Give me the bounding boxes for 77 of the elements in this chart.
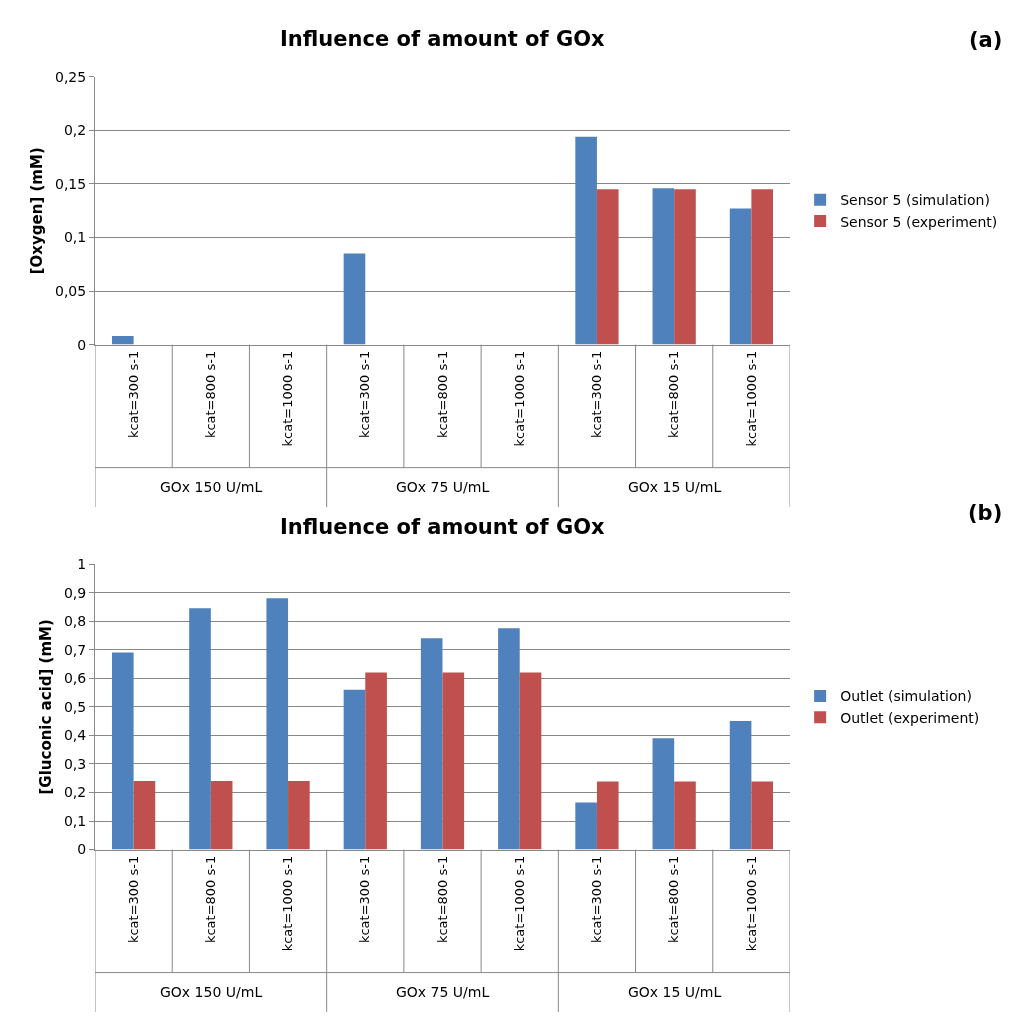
y-tick-label: 0 [77, 841, 87, 858]
y-tick-label: 0,9 [63, 584, 87, 601]
x-tick-label: kcat=800 s-1 [203, 855, 219, 944]
text: GOx 75 U/mL [396, 984, 490, 1000]
y-tick-label: 0,2 [63, 122, 87, 139]
x-tick-label: kcat=800 s-1 [666, 855, 682, 944]
bar [652, 738, 675, 850]
y-tick-label: 0,5 [63, 698, 87, 715]
x-tick-label: kcat=800 s-1 [666, 350, 682, 439]
y-tick-label: 0,1 [63, 229, 87, 246]
x-tick-label: kcat=1000 s-1 [511, 350, 527, 447]
y-tick-label: 0,05 [55, 282, 87, 299]
text: GOx 150 U/mL [160, 479, 263, 495]
bar [288, 781, 310, 850]
legend-label: Sensor 5 (simulation) [840, 192, 990, 209]
y-axis-title: [Gluconic acid] (mM) [37, 619, 56, 795]
y-tick-label: 0,6 [63, 670, 87, 687]
bar [343, 689, 366, 850]
bar [575, 136, 597, 345]
bar [420, 638, 443, 850]
x-tick-label: kcat=800 s-1 [434, 350, 450, 439]
bar [343, 253, 366, 345]
bar [729, 721, 752, 850]
text: (a) [969, 28, 1003, 52]
y-tick-label: 0,15 [55, 175, 87, 192]
chart-title: Influence of amount of GOx [280, 27, 606, 51]
y-axis-title: [Oxygen] (mM) [28, 147, 47, 275]
legend-label: Outlet (simulation) [840, 688, 972, 705]
bar [652, 188, 675, 345]
chart-title: Influence of amount of GOx [280, 515, 606, 539]
x-tick-label: kcat=300 s-1 [125, 855, 141, 944]
x-tick-label: kcat=300 s-1 [125, 350, 141, 439]
bar [111, 652, 134, 850]
bar [365, 672, 387, 850]
y-tick-label: 0,8 [63, 613, 87, 630]
bar [210, 781, 233, 850]
bar [266, 598, 289, 850]
y-tick-label: 0,25 [55, 68, 87, 85]
text: (b) [968, 501, 1003, 525]
x-tick-label: kcat=300 s-1 [357, 855, 373, 944]
text: GOx 150 U/mL [160, 984, 263, 1000]
x-tick-label: kcat=300 s-1 [357, 350, 373, 439]
x-tick-label: kcat=1000 s-1 [280, 855, 296, 952]
x-tick-label: kcat=1000 s-1 [743, 350, 759, 447]
legend-label: Outlet (experiment) [840, 709, 980, 726]
y-tick-label: 0 [77, 336, 87, 353]
bar [133, 781, 156, 850]
x-tick-label: kcat=300 s-1 [589, 350, 605, 439]
bar [519, 672, 542, 850]
bar [674, 781, 696, 850]
y-tick-label: 1 [77, 556, 87, 573]
x-tick-label: kcat=800 s-1 [203, 350, 219, 439]
y-tick-label: 0,3 [63, 755, 87, 772]
y-tick-label: 0,1 [63, 812, 87, 829]
bar [596, 189, 619, 345]
bar [751, 781, 774, 850]
text: GOx 15 U/mL [628, 984, 722, 1000]
bar [498, 628, 520, 850]
bar [575, 802, 597, 850]
legend-label: Sensor 5 (experiment) [840, 213, 998, 230]
bar [442, 672, 465, 850]
x-tick-label: kcat=300 s-1 [589, 855, 605, 944]
x-tick-label: kcat=1000 s-1 [743, 855, 759, 952]
y-tick-label: 0,4 [63, 727, 87, 744]
text: GOx 15 U/mL [628, 479, 722, 495]
bar [596, 781, 619, 850]
bar [674, 189, 696, 345]
bar [111, 336, 134, 345]
y-tick-label: 0,7 [63, 641, 87, 658]
x-tick-label: kcat=1000 s-1 [280, 350, 296, 447]
bar [751, 189, 774, 345]
y-tick-label: 0,2 [63, 784, 87, 801]
x-tick-label: kcat=1000 s-1 [511, 855, 527, 952]
bar [729, 208, 752, 345]
x-tick-label: kcat=800 s-1 [434, 855, 450, 944]
bar [189, 608, 211, 850]
text: GOx 75 U/mL [396, 479, 490, 495]
